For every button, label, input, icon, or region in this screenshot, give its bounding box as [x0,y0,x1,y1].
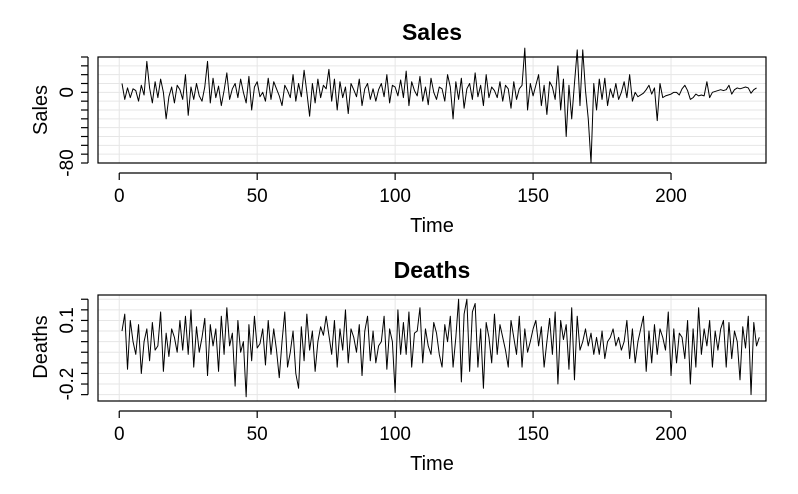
x-tick-label: 0 [114,424,125,445]
y-axis-label-deaths: Deaths [30,315,52,378]
chart-title-sales: Sales [402,19,462,45]
x-axis-label-deaths: Time [410,453,454,475]
x-tick-label: 200 [655,186,687,207]
x-tick-label: 150 [517,186,549,207]
y-tick-label: 0 [57,87,78,98]
x-tick-label: 150 [517,424,549,445]
axes-sales: 0 50 100 150 200 0 -80 [57,56,767,207]
y-tick-label: -0.2 [57,368,78,401]
series-line-deaths [121,298,760,398]
y-tick-label: -80 [57,149,78,176]
x-tick-label: 100 [379,424,411,445]
y-tick-label: 0.1 [57,307,78,333]
x-tick-label: 100 [379,186,411,207]
axes-deaths: 0 50 100 150 200 0.1 -0.2 [57,294,767,445]
x-tick-label: 50 [247,424,268,445]
panel-sales: 0 50 100 150 200 0 -80 Sales Time Sales [30,19,767,237]
plot-frame [97,56,767,164]
x-tick-label: 0 [114,186,125,207]
x-tick-label: 200 [655,424,687,445]
chart-title-deaths: Deaths [394,257,471,283]
y-axis-label-sales: Sales [30,85,52,135]
series-line-sales [121,47,757,164]
x-tick-label: 50 [247,186,268,207]
plot-frame [97,294,767,402]
panel-deaths: 0 50 100 150 200 0.1 -0.2 Deaths Time Deaths [30,257,767,475]
x-axis-label-sales: Time [410,215,454,237]
grid-sales [98,56,766,164]
